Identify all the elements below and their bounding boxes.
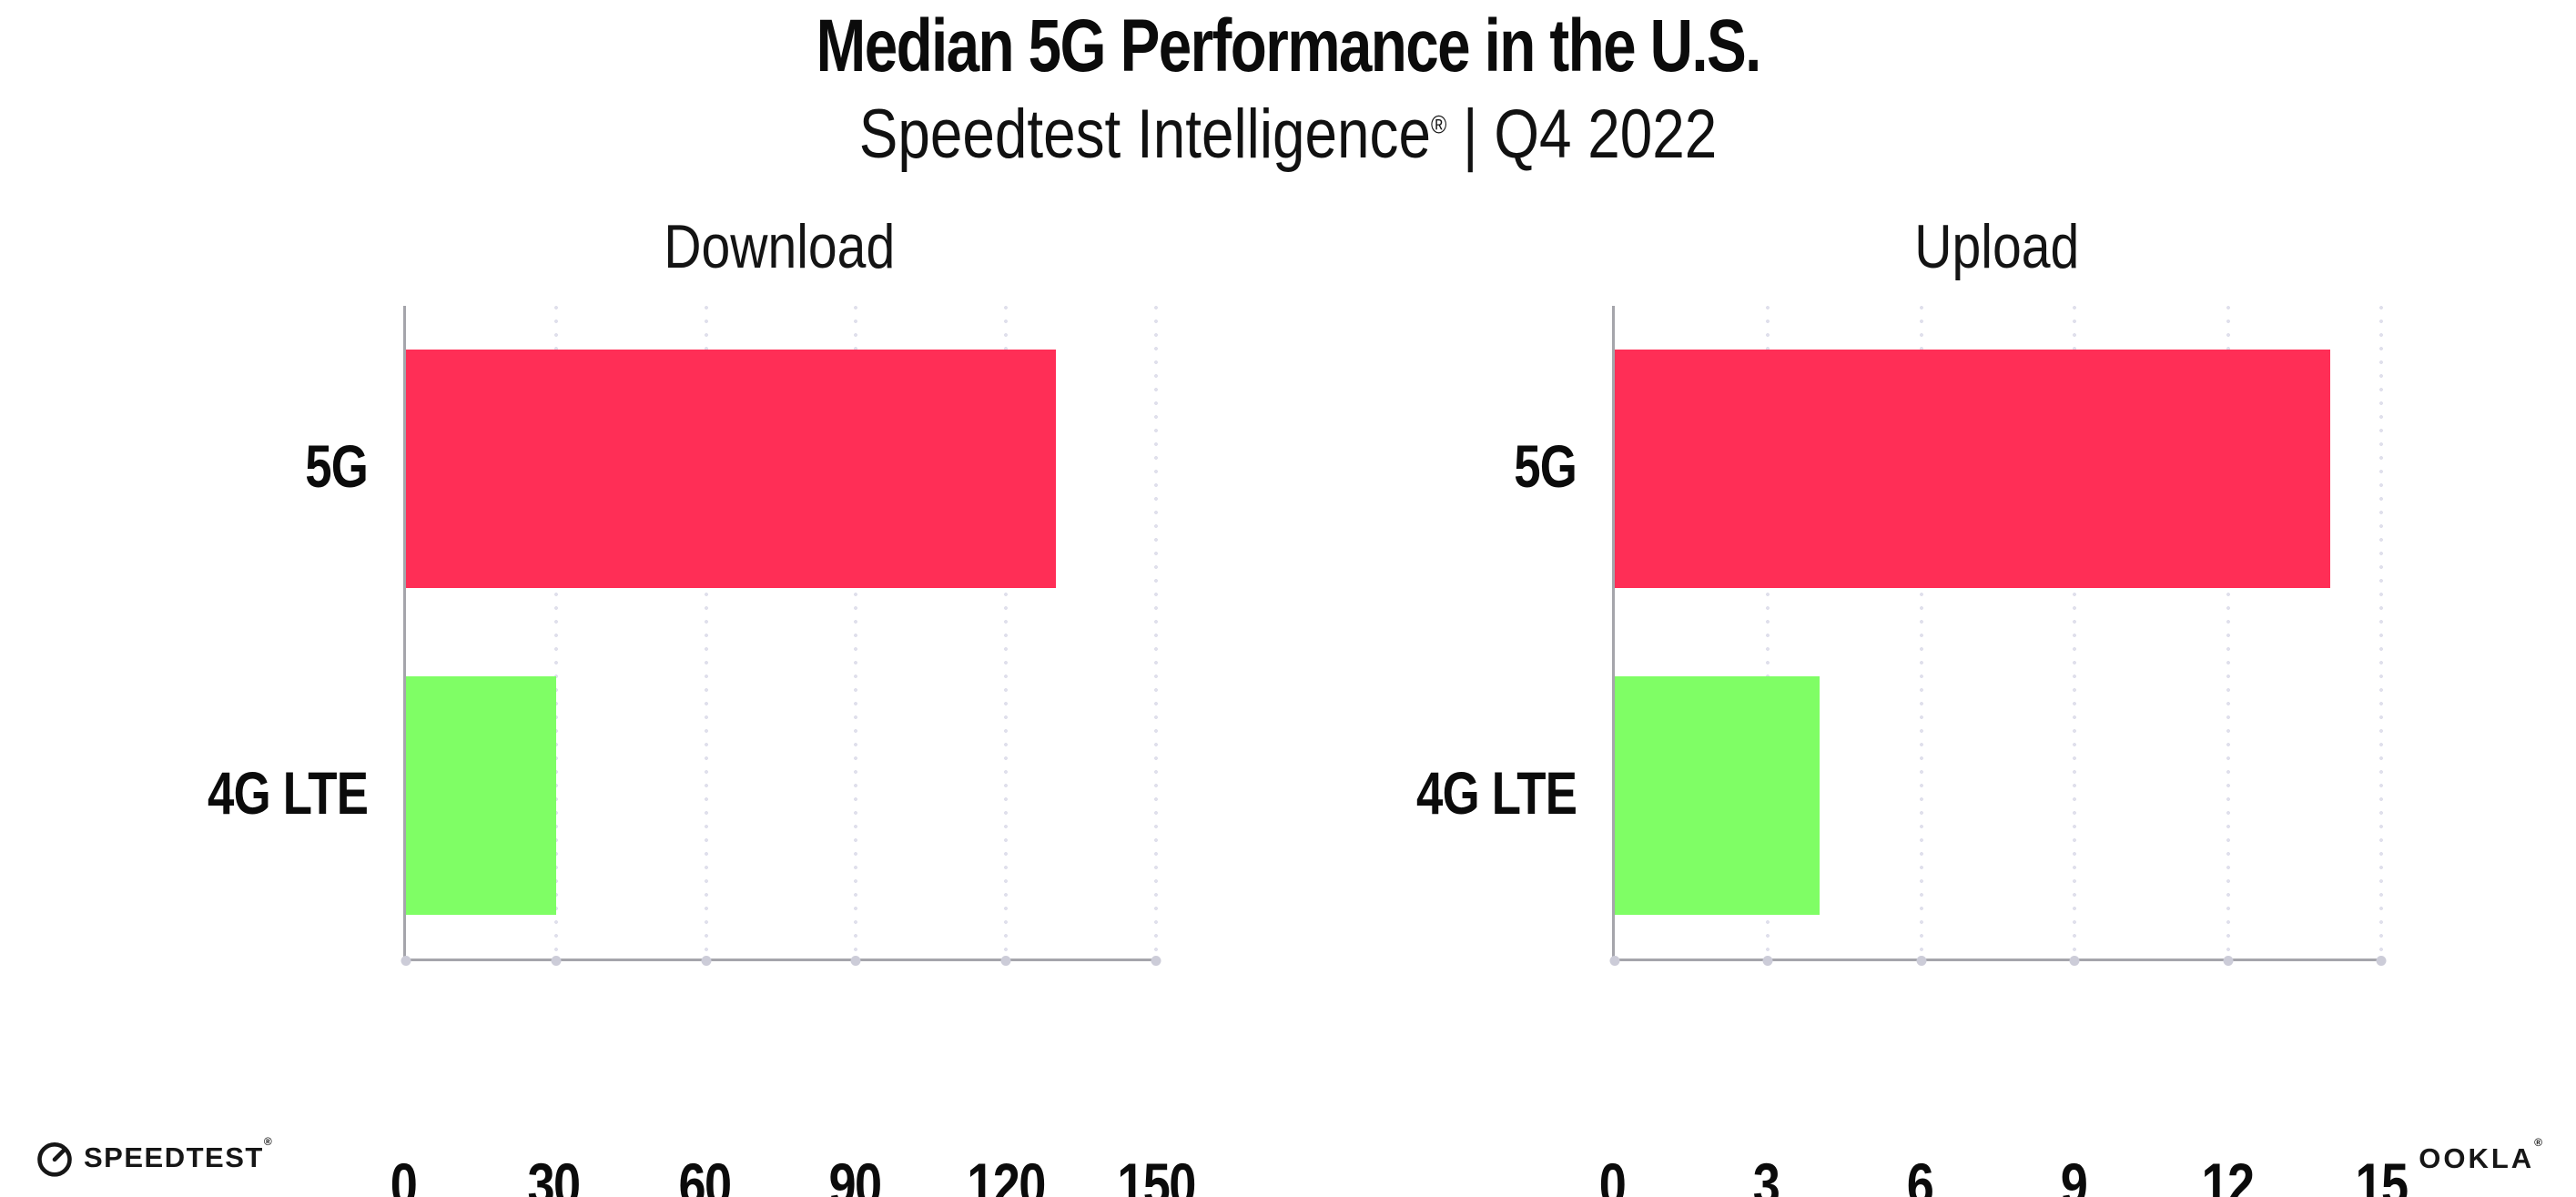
x-tick: 60Mbps <box>662 1154 747 1197</box>
page-subtitle-text: Speedtest Intelligence® | Q4 2022 <box>859 100 1718 169</box>
chart-title-text: Download <box>664 212 896 281</box>
axis-tick-dot <box>1609 956 1620 966</box>
registered-mark-icon: ® <box>1430 110 1447 139</box>
page-title-text: Median 5G Performance in the U.S. <box>816 5 1761 87</box>
x-tick-value: 12 <box>2201 1151 2256 1197</box>
category-label-4g-lte: 4G LTE <box>1415 758 1577 827</box>
gridline <box>2379 306 2383 959</box>
x-tick: 90Mbps <box>812 1154 898 1197</box>
ookla-logo: OOKLA® <box>2419 1137 2545 1175</box>
gridline <box>553 306 558 959</box>
download-chart: Download 5G 4G LTE 0 30Mbps 60Mbps 90Mbps 120… <box>208 211 1196 1197</box>
x-tick-value: 60 <box>678 1151 732 1197</box>
category-label-4g-lte: 4G LTE <box>207 758 369 827</box>
x-axis-ticks: 03Mbps6Mbps9Mbps12Mbps15Mbps <box>1599 1154 2409 1197</box>
bar-4g-lte <box>406 675 556 915</box>
gridline <box>1154 306 1158 959</box>
x-tick: 150Mbps <box>1109 1154 1203 1197</box>
gridline <box>1766 306 1770 959</box>
page-subtitle: Speedtest Intelligence® | Q4 2022 <box>0 100 2576 169</box>
chart-title: Download <box>294 211 1265 282</box>
gridline <box>1919 306 1923 959</box>
x-tick-value: 90 <box>828 1151 883 1197</box>
axis-tick-dot <box>1151 956 1161 966</box>
x-tick-value: 0 <box>1598 1151 1627 1197</box>
axis-tick-dot <box>2223 956 2234 966</box>
x-tick: 0 <box>388 1154 420 1197</box>
bar-5g <box>1615 350 2330 589</box>
axis-tick-dot <box>401 956 411 966</box>
plot-area: 5G 4G LTE <box>1416 306 2387 966</box>
ookla-registered-icon: ® <box>2534 1136 2545 1149</box>
axis-tick-dot <box>1762 956 1773 966</box>
x-tick: 0 <box>1597 1154 1628 1197</box>
speedtest-label: SPEEDTEST <box>84 1141 264 1173</box>
axis-tick-dot <box>2376 956 2387 966</box>
x-tick: 15Mbps <box>2338 1154 2424 1197</box>
bar-5g <box>406 350 1057 589</box>
x-tick: 6Mbps <box>1877 1154 1962 1197</box>
axis-tick-dot <box>701 956 712 966</box>
ookla-label: OOKLA <box>2419 1142 2535 1174</box>
speedtest-logo: SPEEDTEST® <box>35 1136 273 1178</box>
x-tick: 30Mbps <box>511 1154 596 1197</box>
speedtest-wordmark: SPEEDTEST® <box>84 1136 273 1174</box>
category-label-5g: 5G <box>1514 432 1577 501</box>
x-axis-ticks: 030Mbps60Mbps90Mbps120Mbps150Mbps <box>390 1154 1197 1197</box>
x-tick-value: 150 <box>1117 1151 1196 1197</box>
page-title: Median 5G Performance in the U.S. <box>0 9 2576 84</box>
chart-title-text: Upload <box>1913 212 2080 281</box>
axis-tick-dot <box>2069 956 2080 966</box>
chart-title: Upload <box>1503 211 2490 282</box>
x-tick: 3Mbps <box>1723 1154 1809 1197</box>
gridline <box>2226 306 2230 959</box>
gridline <box>854 306 858 959</box>
gridline <box>704 306 708 959</box>
subtitle-period: | Q4 2022 <box>1446 96 1718 173</box>
axis-tick-dot <box>1000 956 1011 966</box>
gridline <box>2073 306 2077 959</box>
x-tick: 120Mbps <box>958 1154 1053 1197</box>
category-label-5g: 5G <box>305 432 369 501</box>
plot-area: 5G 4G LTE <box>208 306 1161 966</box>
bar-4g-lte <box>1615 675 1820 915</box>
speedtest-registered-icon: ® <box>263 1135 274 1148</box>
x-tick-value: 9 <box>2060 1151 2088 1197</box>
x-tick-value: 3 <box>1752 1151 1780 1197</box>
x-tick-value: 30 <box>527 1151 582 1197</box>
upload-chart: Upload 5G 4G LTE 0 3Mbps 6Mbps 9Mbps 12Mbps 15… <box>1416 211 2409 1197</box>
axis-tick-dot <box>551 956 562 966</box>
x-tick-value: 120 <box>966 1151 1046 1197</box>
x-tick-value: 15 <box>2355 1151 2409 1197</box>
subtitle-brand: Speedtest Intelligence <box>858 96 1431 173</box>
gridline <box>1004 306 1009 959</box>
axis-tick-dot <box>850 956 861 966</box>
x-tick: 12Mbps <box>2185 1154 2270 1197</box>
x-tick-value: 0 <box>390 1151 418 1197</box>
axis-tick-dot <box>1916 956 1927 966</box>
x-tick-value: 6 <box>1906 1151 1934 1197</box>
speedtest-gauge-icon <box>37 1142 72 1177</box>
header: Median 5G Performance in the U.S. Speedt… <box>0 0 2576 169</box>
x-tick: 9Mbps <box>2031 1154 2116 1197</box>
